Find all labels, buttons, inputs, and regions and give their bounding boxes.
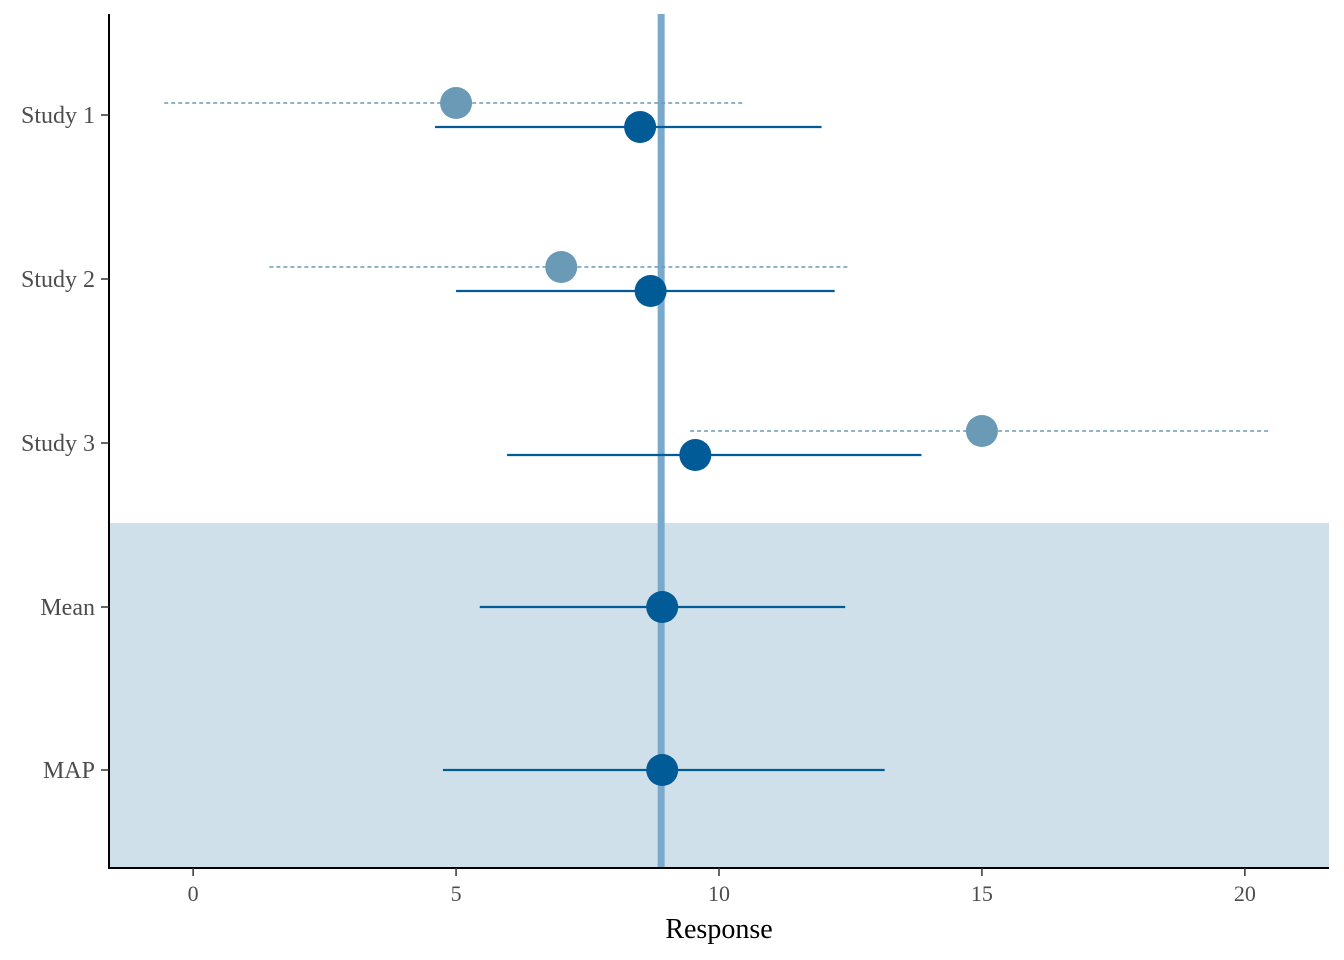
x-tick-label: 10 [708,881,730,906]
point-study-3-dashed [965,415,998,447]
y-tick-label-study-3: Study 3 [21,431,95,457]
x-axis-title: Response [665,914,772,945]
y-tick-label-study-1: Study 1 [21,103,95,129]
x-tick-label: 5 [451,881,462,906]
point-study-1-solid [624,111,657,143]
x-tick-label: 15 [971,881,993,906]
x-axis-ticks: 0 5 10 15 20 [188,868,1256,906]
y-axis-ticks: Study 1 Study 2 Study 3 Mean MAP [21,103,109,784]
point-study-2-solid [634,275,667,307]
point-study-1-dashed [440,87,473,119]
shaded-region [109,523,1329,868]
x-tick-label: 0 [188,881,199,906]
point-study-2-dashed [545,251,578,283]
series-layer [164,87,1272,786]
y-tick-label-mean: Mean [40,595,95,621]
point-map-solid [646,754,679,786]
y-tick-label-study-2: Study 2 [21,267,95,293]
point-study-3-solid [679,439,712,471]
point-mean-solid [646,591,679,623]
x-tick-label: 20 [1234,881,1256,906]
y-tick-label-map: MAP [43,758,95,784]
